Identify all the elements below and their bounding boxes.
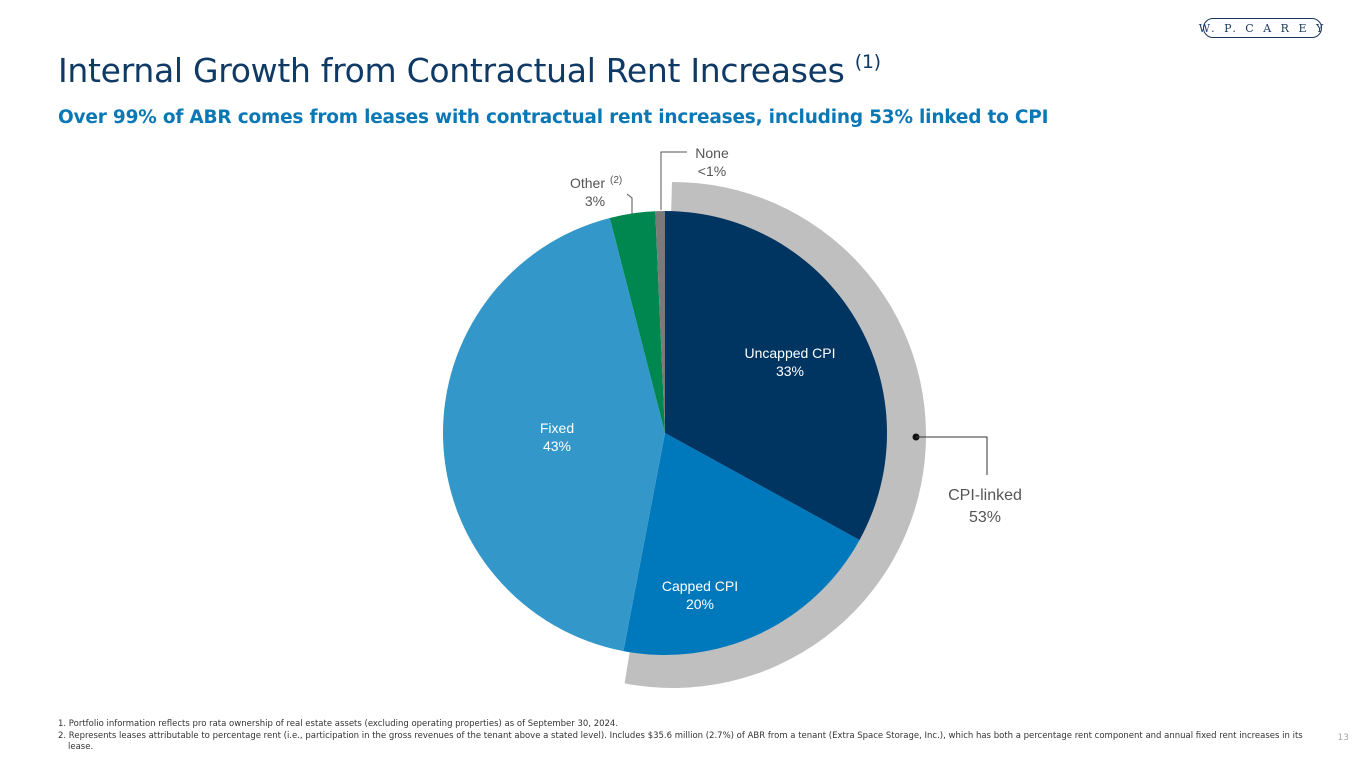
page-title-text: Internal Growth from Contractual Rent In… <box>58 51 845 90</box>
page-title: Internal Growth from Contractual Rent In… <box>58 51 881 90</box>
none-label: None <box>695 145 729 161</box>
title-footnote-ref: (1) <box>854 51 881 73</box>
page-number: 13 <box>1337 733 1349 743</box>
none-value: <1% <box>698 163 726 179</box>
company-logo: W. P. C A R E Y <box>1199 18 1323 38</box>
page-subtitle: Over 99% of ABR comes from leases with c… <box>58 107 1049 128</box>
footnotes: 1. Portfolio information reflects pro ra… <box>58 719 1308 754</box>
fixed-label: Fixed <box>540 420 574 436</box>
other-footnote-ref: (2) <box>610 175 622 186</box>
uncapped-cpi-value: 33% <box>776 363 804 379</box>
footnote-1: 1. Portfolio information reflects pro ra… <box>58 719 619 729</box>
uncapped-cpi-label: Uncapped CPI <box>744 345 835 361</box>
slice-other <box>609 211 665 433</box>
pie-slices <box>443 211 887 655</box>
cpi-linked-label: CPI-linked <box>948 487 1022 504</box>
capped-cpi-label: Capped CPI <box>662 578 738 594</box>
fixed-value: 43% <box>543 438 571 454</box>
slice-uncapped-cpi <box>665 211 887 540</box>
slice-capped-cpi <box>623 433 860 655</box>
none-leader-line <box>660 151 687 210</box>
slice-none <box>655 211 665 433</box>
footnote-2: 2. Represents leases attributable to per… <box>58 730 1303 753</box>
other-label: Other <box>570 175 605 191</box>
other-leader-line <box>626 193 633 214</box>
other-value: 3% <box>585 193 605 209</box>
slice-fixed <box>443 217 665 652</box>
capped-cpi-value: 20% <box>686 596 714 612</box>
cpi-linked-value: 53% <box>969 509 1001 526</box>
cpi-linked-leader-line <box>916 436 988 475</box>
